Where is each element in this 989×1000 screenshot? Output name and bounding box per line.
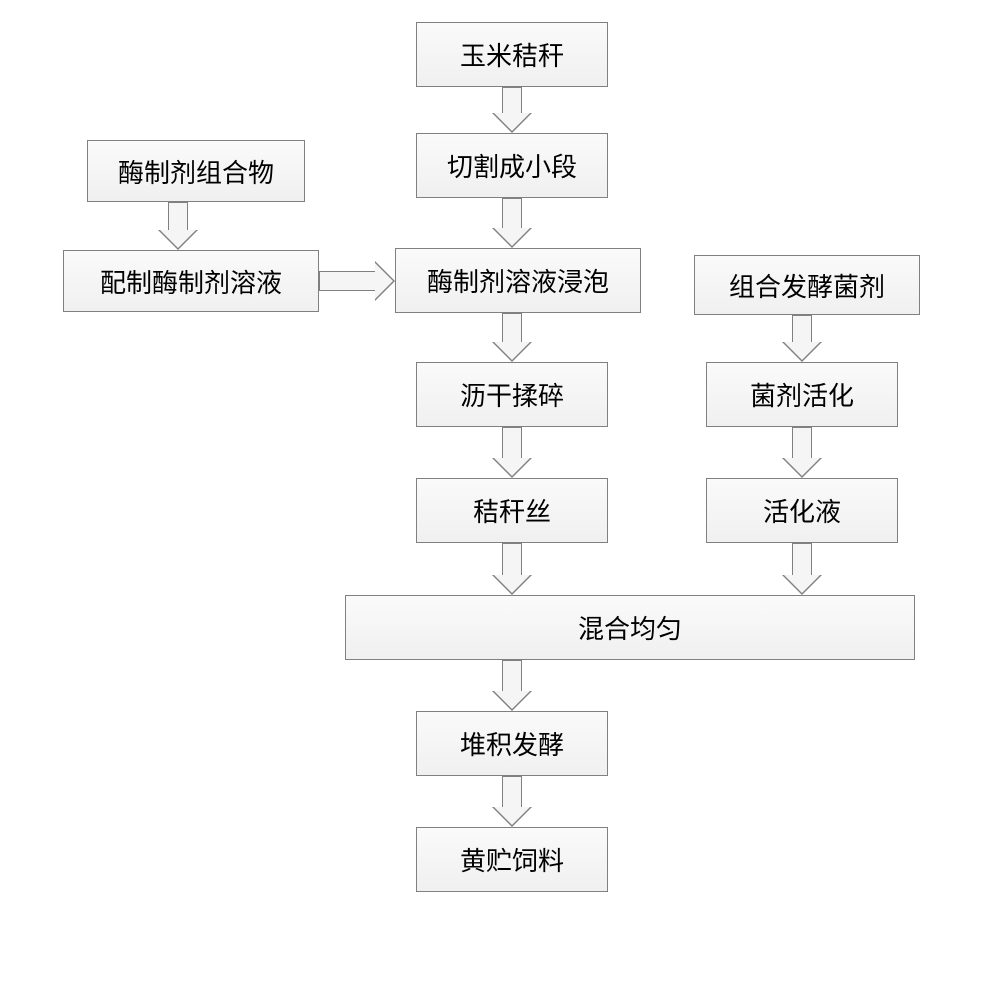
arrow-down-a4: [492, 313, 532, 362]
arrow-down-a11: [492, 776, 532, 827]
flowchart-node-n7: 沥干揉碎: [416, 362, 608, 427]
flowchart-node-n12: 堆积发酵: [416, 711, 608, 776]
arrow-down-a3: [158, 202, 198, 250]
flowchart-node-n10: 活化液: [706, 478, 898, 543]
flowchart-node-n6: 组合发酵菌剂: [694, 255, 920, 315]
flowchart-node-n13: 黄贮饲料: [416, 827, 608, 892]
flowchart-node-n8: 菌剂活化: [706, 362, 898, 427]
arrow-down-a8: [492, 543, 532, 595]
flowchart-node-n4: 配制酶制剂溶液: [63, 250, 319, 312]
arrow-down-a6: [492, 427, 532, 478]
arrow-down-a2: [492, 198, 532, 248]
flowchart-node-n11: 混合均匀: [345, 595, 915, 660]
flowchart-node-n2: 切割成小段: [416, 133, 608, 198]
flowchart-node-n3: 酶制剂组合物: [87, 140, 305, 202]
arrow-down-a5: [782, 315, 822, 362]
arrow-right-ar1: [319, 261, 395, 301]
flowchart-node-n5: 酶制剂溶液浸泡: [395, 248, 641, 313]
arrow-down-a7: [782, 427, 822, 478]
flowchart-node-n1: 玉米秸秆: [416, 22, 608, 87]
arrow-down-a9: [782, 543, 822, 595]
arrow-down-a10: [492, 660, 532, 711]
flowchart-node-n9: 秸秆丝: [416, 478, 608, 543]
arrow-down-a1: [492, 87, 532, 133]
